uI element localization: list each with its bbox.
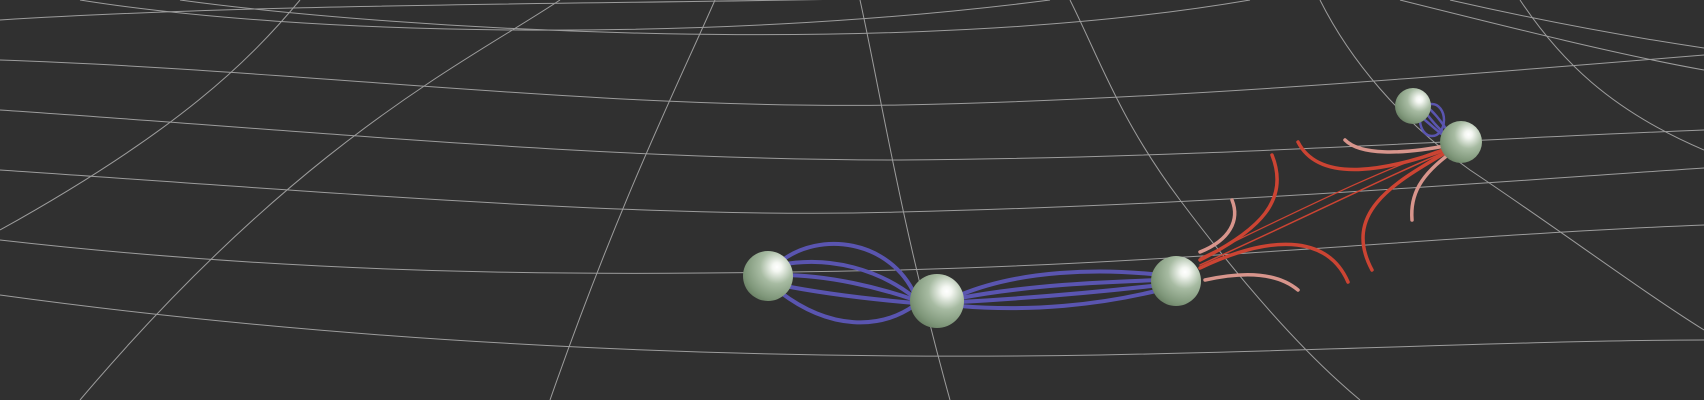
sphere-5 (1440, 121, 1482, 163)
repulsive-field-lines (1198, 138, 1456, 292)
sphere-3 (1151, 256, 1201, 306)
attractive-field-lines-a (778, 241, 917, 325)
attractive-field-lines-b (958, 269, 1162, 311)
particles (743, 88, 1482, 328)
sphere-1 (743, 251, 793, 301)
sphere-4 (1395, 88, 1431, 124)
sphere-2 (910, 274, 964, 328)
